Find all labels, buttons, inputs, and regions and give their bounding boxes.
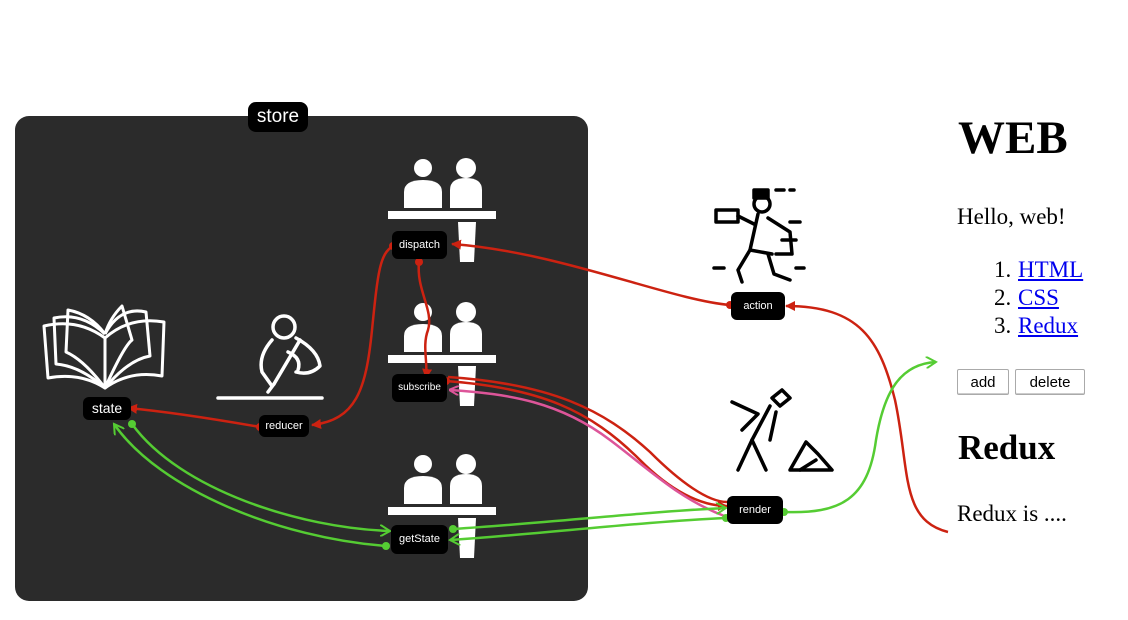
node-subscribe: subscribe (392, 374, 447, 402)
web-topic-list: 1. HTML 2. CSS 3. Redux (994, 256, 1084, 340)
node-state: state (83, 397, 131, 420)
link-redux[interactable]: Redux (1018, 313, 1079, 338)
redux-section-title: Redux (958, 428, 1056, 467)
list-item-number: 1. (994, 257, 1012, 282)
dispatch-flow-connectors (127, 239, 949, 534)
web-greeting: Hello, web! (957, 204, 1066, 229)
node-reducer: reducer (259, 415, 309, 437)
list-item: 1. HTML (994, 256, 1084, 284)
redux-section-text: Redux is .... (957, 501, 1067, 526)
node-render: render (727, 496, 783, 524)
list-item: 2. CSS (994, 284, 1083, 312)
add-button[interactable]: add (957, 369, 1009, 395)
web-page-title: WEB (958, 112, 1068, 164)
courier-icon (712, 188, 806, 284)
delete-button[interactable]: delete (1015, 369, 1085, 395)
node-getstate: getState (391, 525, 448, 554)
link-css[interactable]: CSS (1018, 285, 1059, 310)
getstate-flow-connectors (114, 362, 936, 548)
list-item-number: 3. (994, 313, 1012, 338)
dispatch-flow-dots (256, 242, 734, 431)
subscribe-flow-connector (450, 390, 728, 519)
worker-icon (730, 388, 834, 472)
node-action: action (731, 292, 785, 320)
store-label: store (248, 102, 308, 132)
book-icon (42, 304, 166, 390)
node-dispatch: dispatch (392, 231, 447, 259)
link-html[interactable]: HTML (1018, 257, 1084, 282)
list-item: 3. Redux (994, 312, 1083, 340)
writer-icon (216, 314, 324, 400)
list-item-number: 2. (994, 285, 1012, 310)
